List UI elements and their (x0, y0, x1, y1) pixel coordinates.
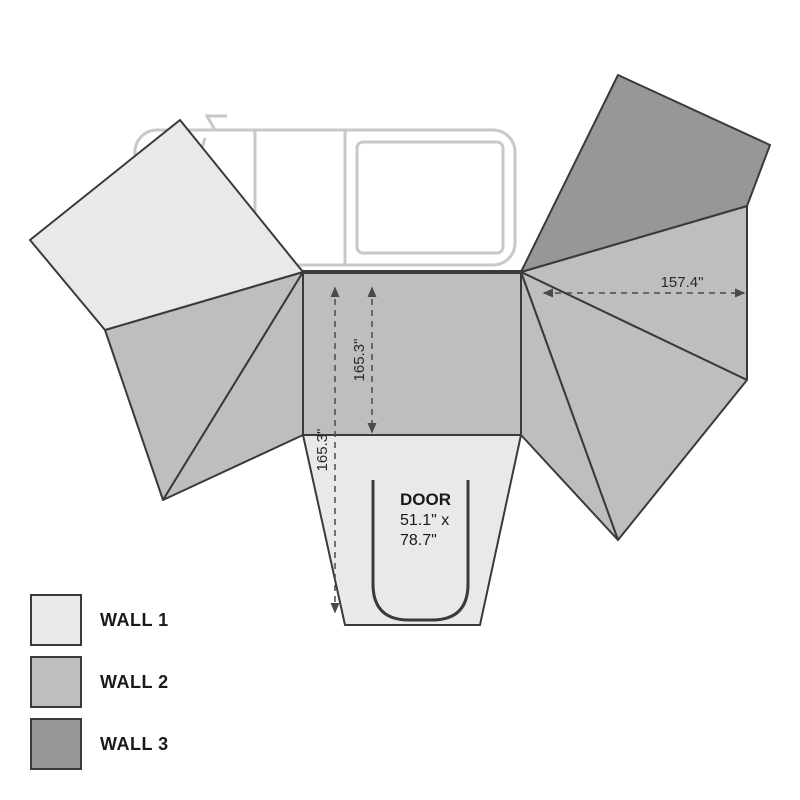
legend-row: WALL 2 (30, 656, 169, 708)
svg-text:165.3": 165.3" (314, 429, 331, 472)
legend-swatch (30, 718, 82, 770)
door-dimensions: 51.1" x (400, 512, 449, 529)
legend-swatch (30, 656, 82, 708)
door-title: DOOR (400, 490, 451, 509)
legend-label: WALL 2 (100, 672, 169, 693)
legend-row: WALL 1 (30, 594, 169, 646)
legend-label: WALL 3 (100, 734, 169, 755)
svg-text:165.3": 165.3" (351, 339, 368, 382)
legend: WALL 1 WALL 2 WALL 3 (30, 584, 169, 770)
legend-label: WALL 1 (100, 610, 169, 631)
legend-swatch (30, 594, 82, 646)
legend-row: WALL 3 (30, 718, 169, 770)
svg-text:157.4": 157.4" (661, 274, 704, 291)
door-dimensions: 78.7" (400, 532, 437, 549)
